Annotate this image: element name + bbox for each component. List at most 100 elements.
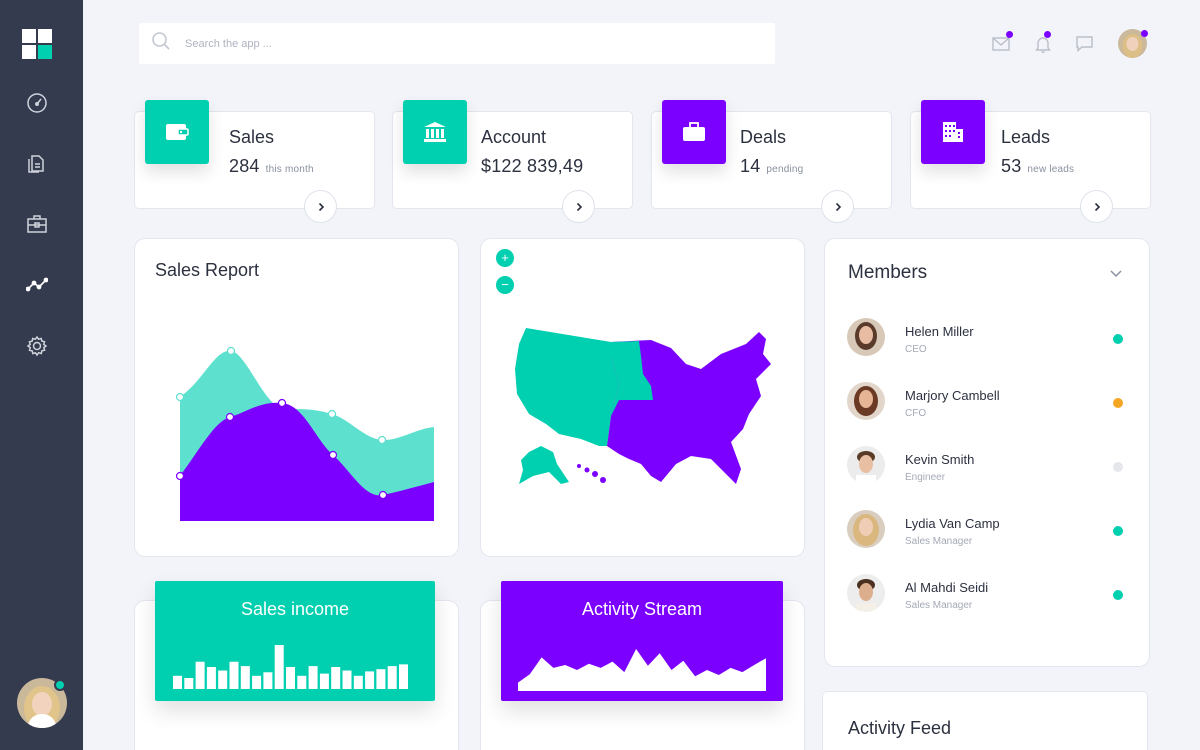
sales-income-bar-chart <box>173 645 408 689</box>
bell-notification-dot <box>1044 31 1051 38</box>
briefcase-icon[interactable] <box>25 212 49 236</box>
stat-card-deals: Deals 14 pending <box>652 100 891 222</box>
panel-title: Members <box>848 262 928 283</box>
members-panel: Members Helen Miller CEO Marjory Cambell… <box>825 239 1149 666</box>
bank-icon <box>403 100 467 164</box>
stat-value: 53 new leads <box>1001 156 1075 176</box>
settings-icon[interactable] <box>25 334 49 358</box>
member-role: Sales Manager <box>905 536 973 547</box>
income-bar <box>240 666 250 689</box>
briefcase-icon <box>662 100 726 164</box>
income-bar <box>173 675 182 689</box>
stat-title: Leads <box>1001 127 1051 147</box>
activity-feed-panel: Activity Feed <box>823 692 1147 750</box>
chevron-down-icon[interactable] <box>1109 266 1123 284</box>
member-name: Marjory Cambell <box>905 388 1000 403</box>
zoom-in-button[interactable]: + <box>496 249 514 267</box>
chevron-right-icon[interactable] <box>305 191 336 222</box>
panel-title: Sales Report <box>155 260 260 280</box>
online-status-dot <box>54 679 66 691</box>
panel-title: Activity Feed <box>848 718 952 738</box>
stat-card-account: Account $122 839,49 <box>393 100 632 222</box>
activity-stream-banner: Activity Stream <box>501 581 783 701</box>
map-panel: + − <box>481 239 804 556</box>
search-bar[interactable] <box>139 23 775 64</box>
income-bar <box>297 675 307 689</box>
activity-stream-area-chart <box>518 649 766 691</box>
income-bar <box>399 664 408 689</box>
income-bar <box>195 661 205 689</box>
member-role: CEO <box>905 344 927 355</box>
activity-area <box>518 649 766 691</box>
chevron-right-icon[interactable] <box>822 191 853 222</box>
member-row[interactable]: Helen Miller CEO <box>825 318 1149 368</box>
status-dot <box>1113 526 1123 536</box>
member-row[interactable]: Al Mahdi Seidi Sales Manager <box>825 574 1149 624</box>
search-icon <box>151 31 171 56</box>
avatar <box>847 446 885 484</box>
income-bar <box>319 673 329 689</box>
income-bar <box>365 671 375 689</box>
income-bar <box>263 672 273 689</box>
member-name: Kevin Smith <box>905 452 975 467</box>
avatar <box>847 318 885 356</box>
wallet-icon <box>145 100 209 164</box>
documents-icon[interactable] <box>25 151 49 175</box>
member-role: CFO <box>905 408 927 419</box>
avatar <box>847 510 885 548</box>
chevron-right-icon[interactable] <box>563 191 594 222</box>
member-name: Helen Miller <box>905 324 974 339</box>
profile-notification-dot <box>1141 30 1148 37</box>
analytics-icon[interactable] <box>25 273 49 297</box>
status-dot <box>1113 334 1123 344</box>
member-name: Lydia Van Camp <box>905 516 1000 531</box>
income-bar <box>353 675 363 689</box>
stat-card-sales: Sales 284 this month <box>135 100 374 222</box>
sales-report-panel: Sales Report <box>135 239 458 556</box>
mail-notification-dot <box>1006 31 1013 38</box>
stat-value: 14 pending <box>740 156 804 176</box>
app-logo[interactable] <box>22 29 52 59</box>
status-dot <box>1113 398 1123 408</box>
bell-icon[interactable] <box>1032 33 1054 55</box>
chat-icon[interactable] <box>1073 33 1095 55</box>
mail-icon[interactable] <box>990 33 1012 55</box>
income-bar <box>387 666 397 689</box>
income-bar <box>331 667 341 689</box>
stat-title: Deals <box>740 127 787 147</box>
income-bar <box>308 666 318 689</box>
sales-income-banner: Sales income <box>155 581 435 701</box>
stat-card-leads: Leads 53 new leads <box>911 100 1150 222</box>
stat-title: Account <box>481 127 547 147</box>
income-bar <box>184 678 194 689</box>
avatar <box>847 574 885 612</box>
income-bar <box>229 661 239 689</box>
dashboard-gauge-icon[interactable] <box>25 91 49 115</box>
banner-title: Activity Stream <box>581 599 703 619</box>
income-bar <box>252 675 262 689</box>
member-row[interactable]: Marjory Cambell CFO <box>825 382 1149 432</box>
usa-map <box>515 328 771 484</box>
member-role: Sales Manager <box>905 600 973 611</box>
building-icon <box>921 100 985 164</box>
stat-value: 284 this month <box>229 156 314 176</box>
income-bar <box>342 670 352 689</box>
income-bar <box>206 667 216 689</box>
zoom-out-button[interactable]: − <box>496 276 514 294</box>
stat-title: Sales <box>229 127 275 147</box>
member-row[interactable]: Kevin Smith Engineer <box>825 446 1149 496</box>
status-dot <box>1113 590 1123 600</box>
income-bar <box>218 670 228 689</box>
member-role: Engineer <box>905 472 946 483</box>
banner-title: Sales income <box>240 599 350 619</box>
member-name: Al Mahdi Seidi <box>905 580 989 595</box>
sales-report-area-chart <box>175 346 434 521</box>
search-input[interactable] <box>185 37 745 50</box>
member-row[interactable]: Lydia Van Camp Sales Manager <box>825 510 1149 560</box>
chevron-right-icon[interactable] <box>1081 191 1112 222</box>
avatar <box>847 382 885 420</box>
income-bar <box>274 645 284 689</box>
stat-value: $122 839,49 <box>481 156 584 176</box>
income-bar <box>286 667 295 689</box>
sidebar <box>0 0 83 750</box>
